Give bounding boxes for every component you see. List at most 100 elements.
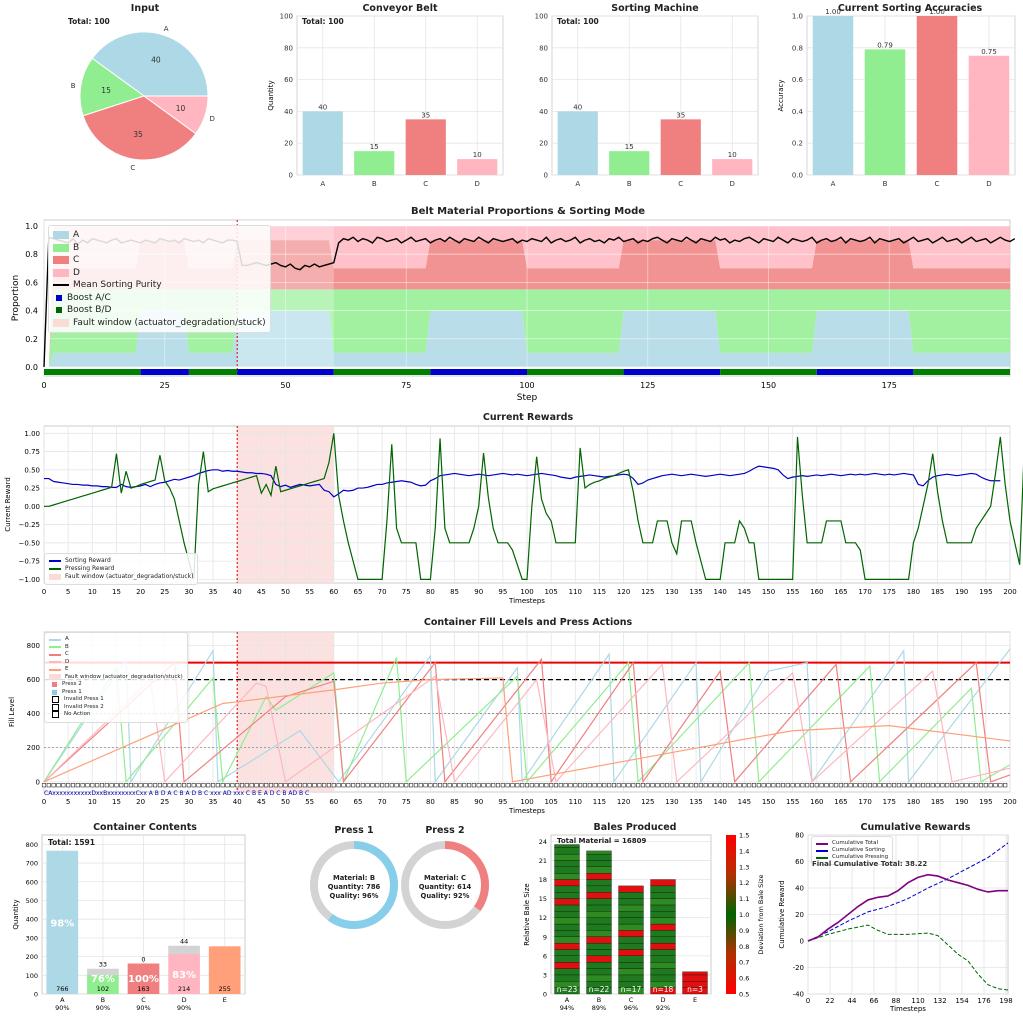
action-marker: [737, 783, 742, 788]
pie-category-label: B: [71, 82, 76, 90]
y-axis-label: Current Reward: [4, 477, 12, 532]
accuracies-title: Current Sorting Accuracies: [837, 3, 983, 14]
bale-count-label: n=18: [653, 985, 674, 994]
action-marker: [800, 783, 805, 788]
value-label: 214: [178, 985, 190, 993]
fill-legend: A B C D E Fault window (actuator_degradation/…: [44, 632, 188, 723]
x-tick-label: 35: [209, 798, 218, 806]
bar-value-label: 15: [370, 143, 379, 151]
x-tick-label: 160: [810, 588, 823, 596]
y-tick-label: −0.50: [19, 539, 40, 547]
bale-segment: [586, 892, 612, 899]
y-tick-label: 100: [535, 13, 548, 21]
x-tick-label: A: [60, 996, 65, 1004]
legend-entry: E: [49, 666, 183, 674]
bale-count-label: n=23: [557, 985, 578, 994]
action-marker: [428, 783, 433, 788]
action-marker: [182, 783, 187, 788]
conveyor-bar-chart: 0 20 40 60 80 100 40 A 15 B 35 C 10 D Quantity: [267, 13, 504, 188]
action-marker: [529, 783, 534, 788]
legend-marker: [49, 574, 61, 580]
legend-marker: [49, 638, 61, 641]
legend-label: A: [65, 636, 69, 642]
bale-segment: [586, 974, 612, 982]
colorbar-tick-label: 0.6: [739, 975, 749, 983]
x-tick-label: 70: [378, 798, 387, 806]
y-tick-label: 0.00: [24, 503, 40, 511]
quality-label: 90%: [177, 1004, 191, 1012]
action-marker: [848, 783, 853, 788]
action-marker: [186, 783, 191, 788]
bale-segment: [554, 885, 580, 893]
cumulative-title: Cumulative Rewards: [860, 822, 971, 833]
x-tick-label: 65: [353, 798, 362, 806]
action-marker: [114, 783, 119, 788]
y-tick-label: 0.0: [792, 172, 803, 180]
x-tick-label: 25: [160, 588, 169, 596]
action-marker: [954, 783, 959, 788]
action-marker: [679, 783, 684, 788]
value-label: 255: [218, 985, 230, 993]
quality-label: 89%: [592, 1004, 606, 1012]
action-marker: [211, 783, 216, 788]
legend-label: Fault window (actuator_degradation/stuck…: [65, 573, 194, 580]
legend-entry: D: [49, 659, 183, 667]
pie-value-label: 10: [176, 104, 186, 113]
mode-segment: [623, 369, 721, 375]
y-tick-label: 0: [289, 172, 293, 180]
bale-segment: [586, 923, 612, 931]
x-tick-label: 120: [617, 588, 630, 596]
quality-label: 90%: [96, 1004, 110, 1012]
legend-entry: No Action: [49, 711, 183, 719]
action-marker: [892, 783, 897, 788]
bar-value-label: 10: [728, 151, 737, 159]
legend-marker: [56, 307, 62, 314]
x-tick-label: 44: [848, 997, 857, 1005]
fill-percent-label: 98%: [50, 918, 74, 929]
bale-segment: [650, 930, 676, 937]
value-label: 163: [137, 985, 149, 993]
x-tick-label: 15: [112, 588, 121, 596]
y-tick-label: 0.2: [25, 335, 38, 344]
legend-entry: B: [53, 242, 266, 255]
colorbar-tick-label: 1.5: [739, 832, 749, 840]
action-marker: [727, 783, 732, 788]
x-tick-label: 65: [353, 588, 362, 596]
x-axis-label: Step: [517, 393, 538, 403]
press1-quality: Quality: 96%: [329, 892, 379, 900]
colorbar-tick-label: 0.9: [739, 927, 749, 935]
input-pie-chart: 40 A 15 B 35 C 10 D: [71, 25, 215, 172]
bale-segment: [618, 885, 644, 893]
bale-segment: [554, 898, 580, 906]
legend-marker: [53, 231, 69, 240]
x-tick-label: 55: [305, 588, 314, 596]
action-marker: [307, 783, 312, 788]
legend-label: B: [73, 242, 80, 253]
legend-label: Cumulative Pressing: [832, 854, 889, 860]
bale-segment: [554, 942, 580, 950]
bale-segment: [586, 898, 612, 906]
action-marker: [838, 783, 844, 788]
action-marker: [780, 783, 786, 788]
action-marker: [486, 783, 491, 788]
x-tick-label: 50: [280, 381, 290, 390]
cumulative-final: Final Cumulative Total: 38.22: [812, 860, 928, 868]
action-marker: [921, 783, 926, 788]
action-marker: [573, 783, 578, 788]
action-marker: [510, 783, 515, 788]
y-tick-label: 12: [539, 914, 547, 922]
x-tick-label: 10: [88, 588, 97, 596]
action-marker: [611, 783, 616, 788]
x-tick-label: E: [223, 996, 227, 1004]
bale-segment: [554, 917, 580, 925]
y-tick-label: 80: [284, 44, 293, 52]
action-marker: [288, 783, 293, 788]
action-marker: [404, 783, 409, 788]
y-tick-label: 60: [284, 76, 293, 84]
x-tick-label: 150: [762, 798, 775, 806]
action-marker: [46, 783, 51, 788]
action-marker: [80, 783, 85, 788]
quality-label: 90%: [55, 1004, 69, 1012]
action-marker: [302, 783, 307, 788]
action-marker: [66, 783, 71, 788]
